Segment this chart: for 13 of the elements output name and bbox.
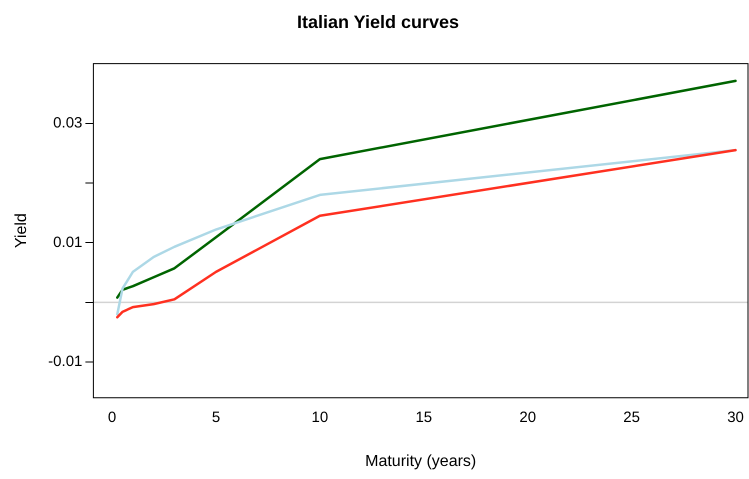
- x-tick-label: 15: [415, 408, 432, 426]
- x-tick-label: 25: [623, 408, 640, 426]
- x-tick-label: 5: [212, 408, 220, 426]
- x-tick-label: 20: [519, 408, 536, 426]
- y-tick-label: -0.01: [48, 353, 82, 370]
- y-axis-title: Yield: [13, 213, 30, 248]
- x-tick-label: 0: [108, 408, 116, 426]
- y-tick-label: 0.01: [53, 234, 82, 251]
- x-axis-title: Maturity (years): [365, 452, 476, 470]
- y-tick-label: 0.03: [53, 114, 82, 132]
- chart-title: Italian Yield curves: [296, 12, 460, 32]
- x-tick-label: 30: [727, 408, 744, 426]
- x-tick-label: 10: [312, 408, 328, 426]
